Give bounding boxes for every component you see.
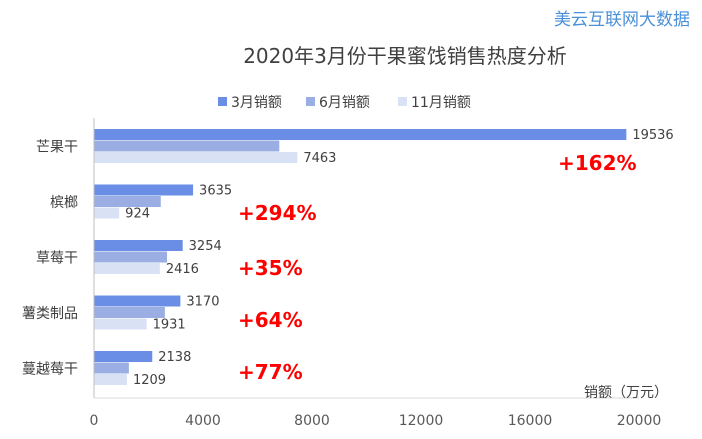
bar: [94, 196, 161, 207]
x-tick-label: 0: [90, 413, 99, 429]
data-label: 1209: [133, 373, 166, 388]
data-label: 924: [125, 207, 150, 222]
bar: [94, 152, 298, 163]
category-label: 蔓越莓干: [22, 361, 78, 377]
category-label: 薯类制品: [22, 306, 78, 322]
category-label: 芒果干: [36, 139, 78, 155]
data-label: 3254: [189, 239, 222, 254]
growth-annotation: +77%: [238, 360, 303, 384]
legend-swatch: [218, 97, 227, 106]
legend-label: 6月销额: [319, 95, 370, 111]
legend-label: 3月销额: [231, 95, 282, 111]
bar: [94, 184, 194, 196]
growth-annotation: +162%: [558, 151, 637, 175]
x-tick-label: 12000: [399, 413, 444, 429]
bar: [94, 263, 160, 274]
data-label: 1931: [153, 318, 186, 333]
legend: 3月销额 6月销额 11月销额: [218, 95, 471, 111]
bar: [94, 251, 168, 263]
bar: [94, 351, 153, 362]
bar: [94, 318, 147, 330]
x-axis: 0 4000 8000 12000 16000 20000: [90, 118, 662, 429]
bar: [94, 129, 627, 140]
legend-label: 11月销额: [411, 95, 471, 111]
bar: [94, 207, 120, 219]
x-tick-label: 8000: [294, 413, 330, 429]
data-label: 7463: [303, 151, 336, 166]
chart-title: 2020年3月份干果蜜饯销售热度分析: [243, 44, 567, 68]
x-tick-label: 20000: [617, 413, 662, 429]
category-label: 草莓干: [36, 250, 78, 266]
x-tick-label: 4000: [185, 413, 221, 429]
growth-annotation: +64%: [238, 308, 303, 332]
bars-group: [94, 129, 627, 385]
data-label: 2416: [166, 262, 199, 277]
legend-swatch: [306, 97, 315, 106]
legend-swatch: [398, 97, 407, 106]
growth-annotation: +35%: [238, 256, 303, 280]
bar: [94, 362, 129, 374]
x-axis-label: 销额（万元）: [584, 385, 668, 401]
category-label: 槟榔: [50, 195, 78, 211]
data-label: 19536: [632, 128, 673, 143]
bar: [94, 307, 165, 318]
labels-group: 19536 7463 芒果干 3635 924 槟榔 3254 2416 草莓干 31701931…: [22, 128, 674, 388]
data-label: 3635: [199, 184, 232, 199]
data-label: 3170: [186, 295, 219, 310]
watermark: 美云互联网大数据: [554, 10, 690, 30]
x-tick-label: 16000: [508, 413, 553, 429]
bar: [94, 240, 183, 251]
data-label: 2138: [158, 350, 191, 365]
bar: [94, 140, 280, 152]
bar: [94, 295, 181, 307]
bar: [94, 374, 127, 385]
growth-annotation: +294%: [238, 201, 317, 225]
